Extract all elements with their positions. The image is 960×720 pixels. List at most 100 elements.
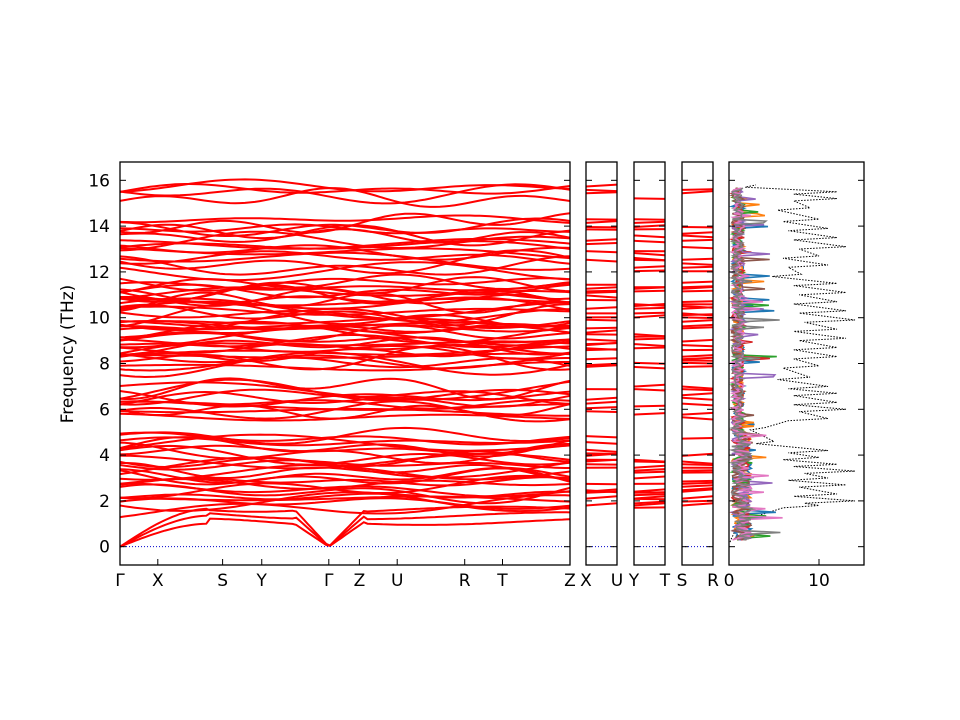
band-segment	[681, 481, 714, 485]
optical-band-line	[119, 281, 571, 292]
high-symmetry-label: X	[580, 571, 592, 591]
band-segment	[585, 502, 618, 507]
band-segment	[633, 265, 666, 269]
band-segment	[681, 280, 714, 284]
optical-band-line	[119, 276, 571, 301]
optical-band-line	[119, 345, 571, 357]
y-tick-label: 14	[88, 217, 110, 237]
band-lines	[119, 178, 714, 548]
band-segment	[633, 306, 666, 310]
band-segment	[681, 300, 714, 303]
band-segment	[681, 402, 714, 407]
band-segment	[633, 252, 666, 257]
band-segment	[585, 406, 618, 410]
band-segment	[681, 323, 714, 328]
band-segment	[681, 488, 714, 493]
band-segment	[681, 231, 714, 235]
band-segment	[585, 286, 618, 290]
band-segment	[585, 452, 618, 455]
band-segment	[681, 319, 714, 323]
high-symmetry-label: Γ	[115, 571, 125, 591]
dos-x-tick-label: 10	[808, 571, 830, 591]
y-tick-label: 12	[88, 263, 110, 283]
band-segment	[633, 343, 666, 347]
band-segment	[633, 218, 666, 221]
high-symmetry-label: Y	[628, 571, 640, 591]
band-segment	[585, 183, 618, 188]
band-segment	[681, 262, 714, 266]
high-symmetry-label: U	[611, 571, 623, 591]
high-symmetry-label: Z	[564, 571, 576, 591]
band-segment	[681, 484, 714, 488]
band-segment	[633, 491, 666, 494]
optical-band-line	[119, 377, 571, 401]
band-segment	[681, 396, 714, 401]
band-segment	[633, 234, 666, 239]
band-segment	[681, 479, 714, 483]
optical-band-line	[119, 332, 571, 347]
optical-band-line	[119, 403, 571, 420]
band-segment	[681, 354, 714, 358]
band-segment	[681, 190, 714, 195]
band-segment	[585, 342, 618, 346]
band-segment	[681, 344, 714, 348]
optical-band-line	[119, 277, 571, 292]
optical-band-line	[119, 223, 571, 235]
high-symmetry-label: Z	[354, 571, 366, 591]
total-dos-curve	[729, 184, 856, 543]
y-tick-label: 6	[99, 400, 110, 420]
band-segment	[633, 224, 666, 228]
optical-band-line	[119, 495, 571, 503]
optical-band-line	[119, 273, 571, 294]
band-segment	[681, 495, 714, 500]
band-segment	[681, 305, 714, 309]
band-segment	[681, 265, 714, 269]
acoustic-band-line	[119, 517, 571, 548]
partial-dos-curve	[729, 187, 783, 541]
band-segment	[633, 493, 666, 497]
band-segment	[585, 294, 618, 299]
band-segment	[681, 437, 714, 440]
y-tick-label: 10	[88, 309, 110, 329]
optical-band-line	[119, 251, 571, 271]
band-segment	[633, 502, 666, 507]
band-segment	[633, 468, 666, 472]
band-segment	[633, 239, 666, 244]
band-segment	[633, 346, 666, 350]
band-segment	[681, 246, 714, 250]
band-segment	[585, 448, 618, 453]
band-segment	[681, 502, 714, 507]
optical-band-line	[119, 477, 571, 490]
optical-band-line	[119, 214, 571, 224]
band-segment	[585, 441, 618, 445]
band-segment	[633, 464, 666, 469]
optical-band-line	[119, 178, 571, 193]
band-segment	[633, 404, 666, 408]
band-segment	[585, 238, 618, 242]
band-segment	[585, 258, 618, 263]
optical-band-line	[119, 340, 571, 347]
band-segment	[681, 392, 714, 397]
high-symmetry-label: Y	[256, 571, 268, 591]
band-segment	[585, 250, 618, 254]
y-axis-label: Frequency (THz)	[58, 285, 78, 424]
band-segment	[585, 318, 618, 322]
band-segment	[585, 289, 618, 293]
band-segment	[681, 285, 714, 289]
optical-band-line	[119, 212, 571, 234]
optical-band-line	[119, 491, 571, 513]
band-segment	[585, 220, 618, 224]
band-segment	[633, 488, 666, 493]
band-segment	[585, 191, 618, 195]
band-segment	[633, 470, 666, 474]
band-segment	[633, 269, 666, 273]
band-segment	[633, 388, 666, 392]
dos-curves	[728, 184, 856, 543]
band-segment	[681, 356, 714, 361]
optical-band-line	[119, 426, 571, 445]
band-segment	[633, 458, 666, 463]
optical-band-line	[119, 390, 571, 408]
optical-band-line	[120, 462, 571, 480]
